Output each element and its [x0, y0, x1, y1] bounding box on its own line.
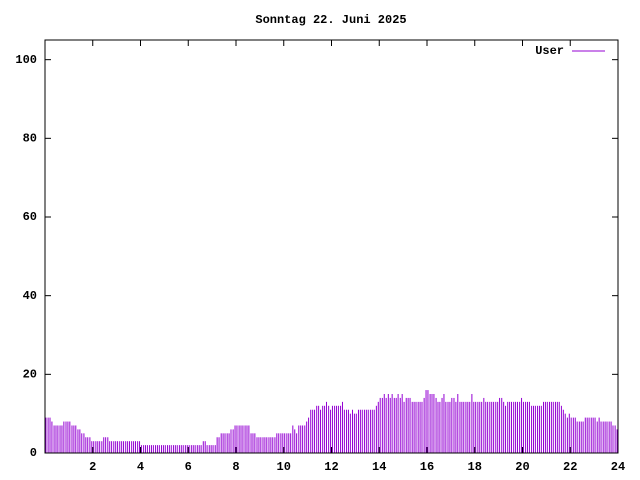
x-tick-label: 8	[232, 460, 239, 474]
x-tick-label: 10	[277, 460, 291, 474]
y-tick-label: 100	[15, 53, 37, 67]
y-tick-label: 0	[30, 446, 37, 460]
y-tick-label: 60	[23, 210, 37, 224]
x-tick-label: 4	[137, 460, 144, 474]
y-tick-label: 80	[23, 132, 37, 146]
x-tick-label: 24	[611, 460, 625, 474]
y-tick-label: 20	[23, 368, 37, 382]
y-tick-label: 40	[23, 289, 37, 303]
x-tick-label: 22	[563, 460, 577, 474]
x-tick-label: 14	[372, 460, 386, 474]
x-tick-label: 6	[185, 460, 192, 474]
x-tick-label: 16	[420, 460, 434, 474]
x-tick-label: 12	[324, 460, 338, 474]
x-tick-label: 20	[515, 460, 529, 474]
legend-label: User	[535, 44, 564, 58]
x-tick-label: 18	[468, 460, 482, 474]
x-tick-label: 2	[89, 460, 96, 474]
chart-title: Sonntag 22. Juni 2025	[255, 13, 406, 27]
